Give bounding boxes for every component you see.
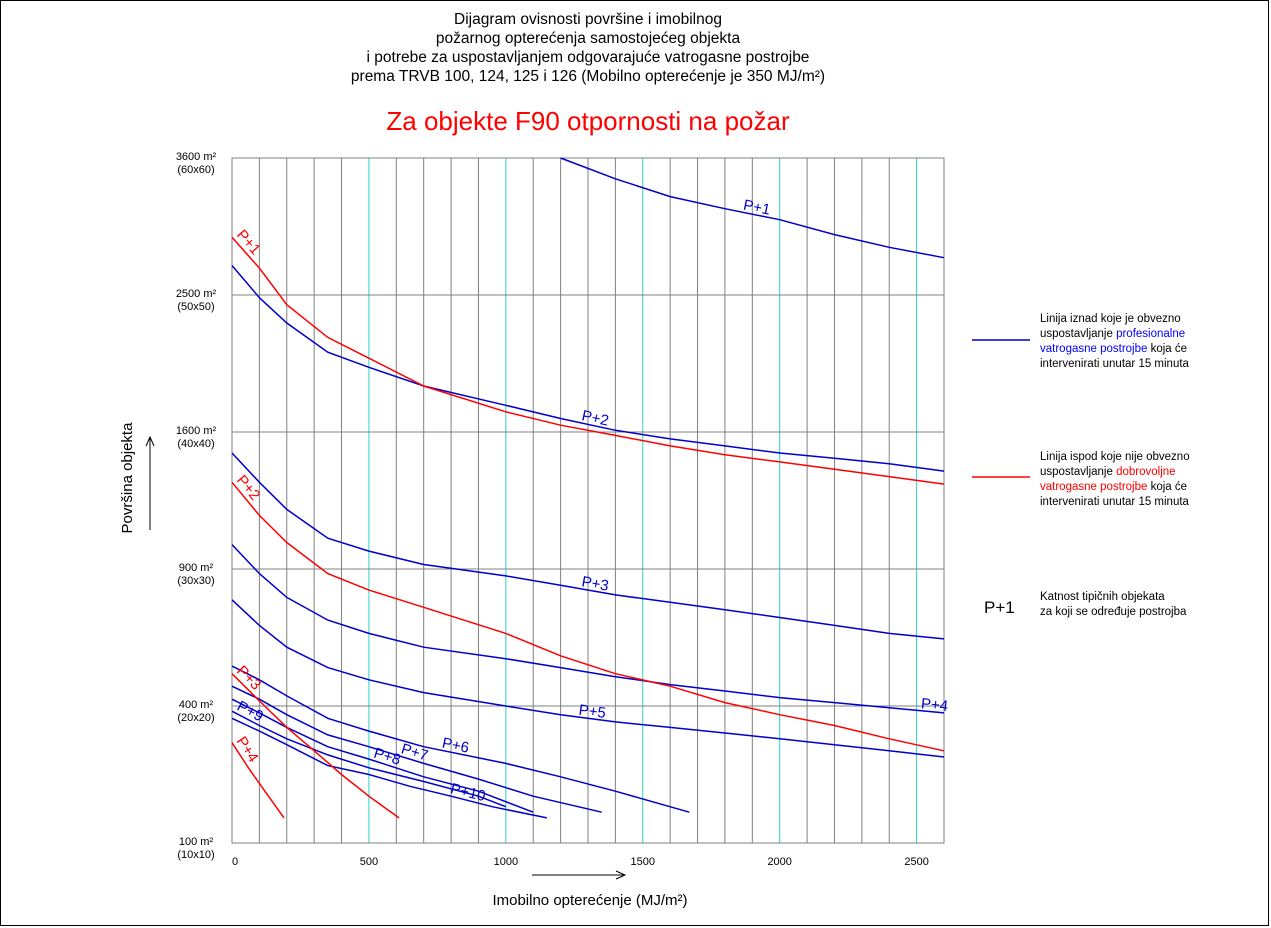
y-tick-sublabel: (60x60) bbox=[177, 164, 214, 176]
series-label: P+5 bbox=[578, 702, 607, 722]
series-line bbox=[231, 265, 945, 472]
chart-title-line-3: i potrebe za uspostavljanjem odgovarajuć… bbox=[366, 49, 810, 66]
y-tick-sublabel: (50x50) bbox=[177, 301, 214, 313]
y-tick-sublabel: (40x40) bbox=[177, 438, 214, 450]
series-line bbox=[231, 236, 945, 485]
series-line bbox=[231, 452, 945, 640]
x-axis-arrowhead bbox=[615, 870, 627, 880]
legend-sample-label: P+1 bbox=[984, 598, 1015, 617]
y-axis-label: Površina objekta bbox=[119, 422, 136, 534]
y-tick-label: 100 m² bbox=[179, 836, 214, 848]
series-line bbox=[231, 544, 945, 714]
series-line bbox=[231, 717, 548, 819]
chart-title-line-4: prema TRVB 100, 124, 125 i 126 (Mobilno … bbox=[350, 68, 826, 85]
legend-storey-text: Katnost tipičnih objekata za koji se odr… bbox=[1040, 591, 1187, 618]
y-axis-arrowhead bbox=[145, 435, 155, 447]
x-tick-label: 500 bbox=[360, 856, 378, 868]
series-line bbox=[231, 599, 945, 758]
series-label: P+10 bbox=[449, 780, 487, 805]
series-line bbox=[231, 673, 400, 819]
y-tick-sublabel: (30x30) bbox=[177, 575, 214, 587]
y-tick-sublabel: (10x10) bbox=[177, 849, 214, 861]
y-tick-label: 2500 m² bbox=[176, 288, 217, 300]
series-label: P+3 bbox=[580, 573, 610, 594]
x-tick-label: 2000 bbox=[767, 856, 791, 868]
series-line bbox=[231, 742, 285, 819]
series-label: P+7 bbox=[399, 740, 430, 764]
y-tick-sublabel: (20x20) bbox=[177, 712, 214, 724]
legend-red-text: Linija ispod koje nije obvezno uspostavl… bbox=[1040, 451, 1190, 508]
legend-blue-text: Linija iznad koje je obvezno uspostavlja… bbox=[1040, 313, 1189, 370]
chart-title-line-2: požarnog opterećenja samostojećeg objekt… bbox=[435, 30, 741, 47]
x-tick-label: 0 bbox=[232, 856, 238, 868]
series-line bbox=[231, 685, 602, 813]
y-tick-label: 400 m² bbox=[179, 699, 214, 711]
series-line bbox=[231, 698, 534, 813]
chart-title-line-1: Dijagram ovisnosti površine i imobilnog bbox=[454, 11, 722, 28]
chart-subtitle: Za objekte F90 otpornosti na požar bbox=[386, 106, 790, 136]
y-tick-label: 1600 m² bbox=[176, 425, 217, 437]
series-label: P+2 bbox=[580, 407, 610, 429]
series-line bbox=[231, 665, 690, 813]
series-label: P+1 bbox=[742, 197, 772, 219]
x-tick-label: 1500 bbox=[631, 856, 655, 868]
x-axis-label: Imobilno opterećenje (MJ/m²) bbox=[492, 892, 687, 909]
series-line bbox=[560, 157, 945, 259]
series-label: P+2 bbox=[233, 472, 263, 504]
series-label: P+6 bbox=[441, 735, 471, 757]
series-line bbox=[231, 710, 507, 808]
series-label: P+8 bbox=[372, 745, 403, 769]
series-label: P+4 bbox=[920, 695, 949, 714]
plot-border bbox=[231, 157, 945, 844]
x-tick-label: 1000 bbox=[494, 856, 518, 868]
x-tick-label: 2500 bbox=[904, 856, 928, 868]
y-tick-label: 3600 m² bbox=[176, 151, 217, 163]
y-tick-label: 900 m² bbox=[179, 562, 214, 574]
series-line bbox=[231, 481, 945, 752]
